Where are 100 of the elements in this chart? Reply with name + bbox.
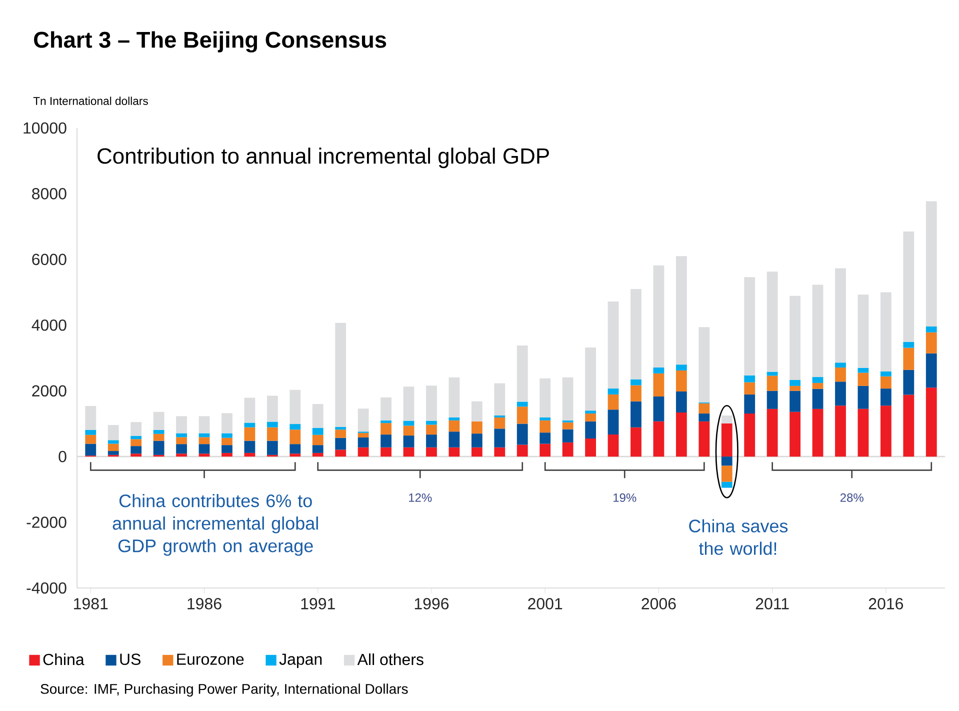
bar — [176, 454, 187, 457]
bar — [540, 420, 551, 433]
bar — [198, 437, 210, 444]
text: Contribution to annual incremental global GDP — [98, 148, 549, 168]
bar — [608, 394, 619, 410]
bar — [290, 454, 301, 457]
bar — [540, 432, 551, 444]
bar — [312, 428, 324, 435]
bar — [721, 416, 732, 424]
x-tick-label: 2001 — [528, 598, 562, 610]
bar — [403, 447, 414, 457]
bar — [516, 402, 528, 407]
bar — [540, 417, 551, 420]
bar — [653, 421, 664, 457]
bar — [426, 447, 437, 457]
bar — [540, 378, 551, 418]
bar — [335, 438, 346, 450]
bar — [585, 347, 596, 411]
bar — [176, 416, 187, 434]
y-tick-label: 0 — [58, 450, 66, 462]
y-tick-label: 6000 — [32, 254, 66, 266]
bar — [380, 447, 392, 457]
bar — [244, 398, 256, 423]
bar — [222, 452, 232, 457]
bar — [790, 380, 800, 386]
bar — [880, 388, 892, 406]
bar — [676, 392, 687, 413]
y-tick-label: -2000 — [26, 516, 66, 528]
bar — [903, 394, 914, 457]
bar — [676, 412, 687, 457]
bar — [926, 201, 937, 326]
bar — [198, 416, 210, 434]
bar — [448, 377, 460, 418]
bar — [494, 447, 506, 457]
annotation: 19% — [614, 493, 636, 502]
bar — [880, 371, 892, 376]
bar — [608, 410, 619, 435]
x-tick-label: 2016 — [868, 598, 904, 610]
x-tick-label: 1986 — [188, 598, 222, 610]
bar — [835, 382, 846, 406]
legend-label: US — [120, 654, 140, 665]
bar — [198, 444, 210, 454]
bar — [426, 386, 437, 421]
bar — [358, 447, 369, 457]
bar — [812, 284, 824, 378]
x-tick-label: 1991 — [301, 598, 335, 610]
bar — [244, 422, 256, 428]
bar — [585, 410, 596, 414]
bar — [426, 420, 437, 425]
bar — [244, 452, 256, 457]
bar — [380, 397, 392, 420]
y-tick-label: 8000 — [32, 188, 66, 200]
bar — [516, 444, 528, 457]
bar — [312, 452, 324, 457]
bar — [744, 394, 756, 414]
y-tick-label: 10000 — [24, 122, 66, 134]
bar — [108, 440, 119, 444]
legend-label: Japan — [279, 654, 322, 668]
bar — [494, 383, 506, 416]
bar — [426, 434, 437, 448]
bar — [176, 437, 187, 444]
bar — [244, 427, 256, 441]
bar — [926, 353, 937, 388]
bar — [858, 372, 869, 386]
source-note: Source: IMF, Purchasing Power Parity, International Dollars — [40, 684, 408, 697]
bar — [858, 294, 869, 368]
bar — [130, 422, 142, 436]
bar — [153, 434, 164, 441]
bar — [494, 417, 506, 429]
bar — [448, 432, 460, 448]
bar — [176, 444, 187, 454]
bar — [926, 326, 937, 332]
x-tick-label: 1981 — [74, 598, 108, 610]
chart-title: Chart 3 – The Beijing Consensus — [34, 31, 386, 52]
bar — [312, 404, 324, 428]
bar — [108, 450, 119, 455]
y-tick-label: 4000 — [32, 319, 66, 331]
y-tick-label: -4000 — [26, 582, 66, 594]
bar — [266, 427, 278, 441]
bar — [653, 396, 664, 422]
bar — [516, 406, 528, 424]
bar — [266, 396, 278, 422]
bar — [880, 376, 892, 389]
bar — [721, 482, 732, 488]
bar — [926, 388, 937, 457]
bar — [85, 430, 96, 435]
bar — [835, 362, 846, 368]
legend-label: All others — [357, 653, 424, 666]
bar — [290, 390, 301, 424]
bar — [880, 292, 892, 372]
bar — [766, 272, 778, 372]
bar — [540, 444, 551, 457]
bar — [608, 301, 619, 389]
bar — [585, 414, 596, 422]
bar — [85, 444, 96, 456]
bar — [858, 368, 869, 373]
bar — [562, 442, 574, 457]
bar — [222, 413, 232, 434]
bar — [676, 370, 687, 392]
bar — [766, 372, 778, 376]
